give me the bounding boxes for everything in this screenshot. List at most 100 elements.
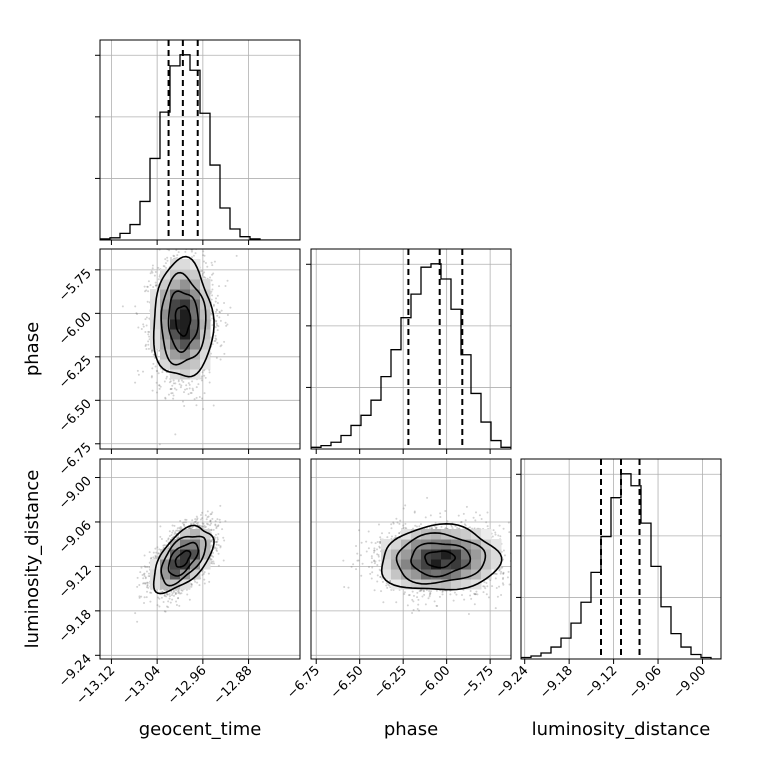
scatter-point (200, 377, 203, 380)
scatter-point (190, 583, 193, 586)
scatter-point (152, 362, 155, 365)
scatter-point (144, 345, 147, 348)
scatter-point (172, 591, 175, 594)
scatter-point (146, 584, 149, 587)
scatter-point (178, 604, 181, 607)
scatter-point (163, 544, 166, 547)
scatter-point (192, 237, 194, 239)
scatter-point (176, 527, 179, 530)
scatter-point (136, 369, 139, 372)
scatter-point (186, 593, 189, 596)
scatter-point (179, 592, 182, 595)
scatter-point (169, 601, 172, 604)
scatter-point (144, 290, 147, 293)
scatter-point (155, 391, 158, 394)
scatter-point (150, 270, 153, 273)
scatter-point (147, 586, 150, 589)
scatter-point (203, 582, 206, 585)
scatter-point (192, 389, 195, 392)
scatter-point (196, 517, 199, 520)
scatter-point (171, 598, 174, 601)
scatter-point (150, 591, 153, 594)
scatter-point (142, 323, 145, 326)
scatter-point (191, 241, 193, 243)
scatter-point (134, 305, 137, 308)
scatter-point (187, 382, 190, 385)
scatter-point (210, 298, 213, 301)
scatter-point (177, 589, 180, 592)
scatter-point (201, 397, 204, 400)
scatter-point (182, 523, 185, 526)
scatter-point (189, 391, 192, 394)
density-cell (170, 319, 181, 330)
scatter-point (121, 305, 124, 308)
scatter-point (171, 537, 174, 540)
scatter-point (179, 526, 182, 529)
scatter-point (216, 324, 219, 327)
scatter-point (151, 271, 154, 274)
scatter-point (188, 383, 191, 386)
scatter-point (200, 379, 203, 382)
scatter-point (194, 580, 197, 583)
scatter-point (190, 583, 193, 586)
hist-panel-geocent_time (100, 40, 300, 240)
scatter-point (158, 552, 161, 555)
scatter-point (144, 318, 147, 321)
scatter-point (191, 519, 194, 522)
scatter-point (217, 544, 220, 547)
scatter-point (190, 392, 193, 395)
scatter-point (195, 404, 198, 407)
scatter-point (206, 265, 209, 268)
panel-frame (310, 248, 512, 450)
scatter-point (165, 595, 168, 598)
density-cell (180, 359, 191, 370)
scatter-point (217, 564, 220, 567)
density-cell (190, 339, 201, 350)
scatter-point (149, 600, 152, 603)
scatter-point (171, 384, 174, 387)
scatter-point (167, 600, 170, 603)
scatter-point (177, 380, 180, 383)
scatter-point (142, 582, 145, 585)
scatter-point (162, 544, 165, 547)
scatter-point (169, 388, 172, 391)
scatter-point (203, 254, 206, 257)
scatter-point (169, 380, 172, 383)
density-cell (150, 329, 161, 340)
scatter-point (197, 383, 200, 386)
scatter-point (214, 334, 217, 337)
scatter-point (184, 521, 187, 524)
scatter-point (210, 562, 213, 565)
scatter-point (147, 290, 150, 293)
scatter-point (188, 526, 191, 529)
scatter-point (213, 340, 216, 343)
scatter-point (181, 521, 184, 524)
scatter-point (140, 566, 143, 569)
scatter-point (160, 538, 163, 541)
scatter-point (135, 312, 138, 315)
panel-frame (99, 39, 301, 241)
scatter-point (170, 387, 173, 390)
density-cell (190, 349, 201, 360)
scatter-point (146, 285, 149, 288)
scatter-point (172, 379, 175, 382)
scatter-point (198, 524, 201, 527)
scatter-point (214, 326, 217, 329)
density-cell (180, 339, 191, 350)
scatter-point (158, 605, 161, 608)
scatter-point (183, 405, 186, 408)
scatter-point (217, 325, 220, 328)
scatter-point (203, 578, 206, 581)
scatter-point (223, 340, 226, 343)
density-cell (160, 359, 171, 370)
scatter-point (158, 349, 161, 352)
scatter-point (210, 522, 213, 525)
scatter-point (151, 349, 154, 352)
scatter-point (223, 539, 226, 542)
scatter-point (204, 246, 206, 248)
scatter-point (226, 314, 229, 317)
scatter-point (163, 594, 166, 597)
scatter-point (195, 515, 198, 518)
scatter-point (216, 536, 219, 539)
scatter-point (183, 391, 186, 394)
